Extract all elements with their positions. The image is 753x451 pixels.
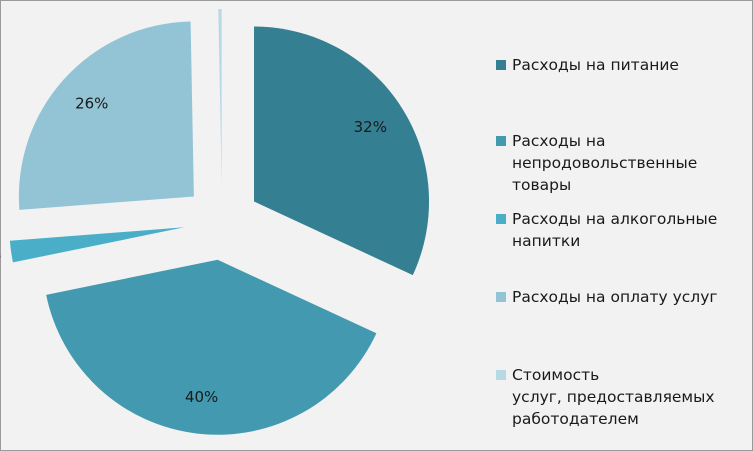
data-label-food: 32% (354, 118, 387, 136)
legend-label: Расходы на алкогольные напитки (512, 210, 718, 250)
data-label-alcohol: 2% (0, 246, 1, 264)
legend-label: Расходы на питание (512, 56, 679, 74)
legend-label: Расходы на оплату услуг (512, 288, 718, 306)
legend-swatch (496, 370, 506, 380)
legend-label: Стоимость услуг, предоставляемых работод… (512, 366, 715, 428)
data-label-services: 26% (75, 95, 108, 113)
pie-slice-alcohol (9, 227, 185, 263)
legend-swatch (496, 136, 506, 146)
legend-swatch (496, 214, 506, 224)
legend-label: Расходы на непродовольственные товары (512, 132, 698, 194)
pie-slice-services (18, 21, 194, 210)
legend-swatch (496, 292, 506, 302)
pie-slice-food (254, 26, 430, 276)
legend-swatch (496, 60, 506, 70)
pie-slice-employer (218, 9, 222, 185)
pie-slice-nonfood (46, 259, 377, 435)
data-label-nonfood: 40% (185, 388, 218, 406)
